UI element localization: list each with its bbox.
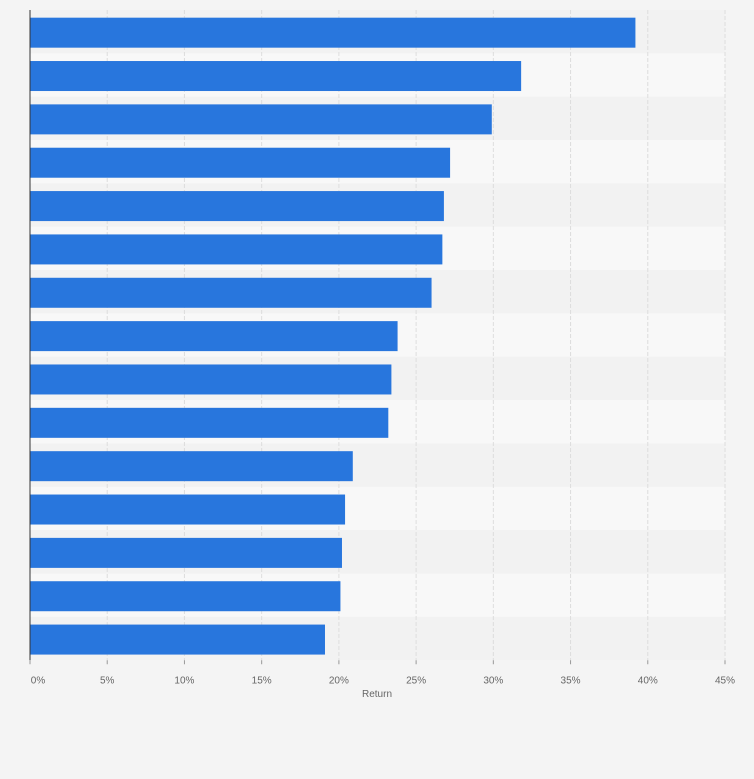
bars bbox=[30, 17, 636, 655]
bar[interactable] bbox=[30, 17, 636, 48]
bar[interactable] bbox=[30, 364, 392, 395]
bar[interactable] bbox=[30, 191, 444, 222]
x-tick-label: 0% bbox=[31, 675, 46, 686]
bar[interactable] bbox=[30, 537, 342, 568]
bar[interactable] bbox=[30, 581, 341, 612]
x-tick-label: 45% bbox=[715, 675, 735, 686]
x-tick-label: 10% bbox=[174, 675, 194, 686]
bar[interactable] bbox=[30, 451, 353, 482]
bar[interactable] bbox=[30, 234, 443, 265]
bar[interactable] bbox=[30, 494, 346, 525]
bar[interactable] bbox=[30, 104, 492, 135]
x-axis: 0% 5% 10% 15% 20% 25% 30% 35% 40% 45% bbox=[29, 10, 735, 686]
bar[interactable] bbox=[30, 147, 451, 178]
x-tick-label: 35% bbox=[561, 675, 581, 686]
x-axis-title: Return bbox=[362, 689, 392, 700]
x-tick-label: 5% bbox=[100, 675, 115, 686]
x-tick-label: 30% bbox=[483, 675, 503, 686]
x-tick-label: 40% bbox=[638, 675, 658, 686]
x-tick-label: 25% bbox=[406, 675, 426, 686]
bar[interactable] bbox=[30, 624, 325, 655]
bar[interactable] bbox=[30, 407, 389, 438]
bar[interactable] bbox=[30, 61, 522, 92]
bar[interactable] bbox=[30, 321, 398, 352]
x-tick-label: 15% bbox=[252, 675, 272, 686]
x-tick-label: 20% bbox=[329, 675, 349, 686]
bar[interactable] bbox=[30, 277, 432, 308]
